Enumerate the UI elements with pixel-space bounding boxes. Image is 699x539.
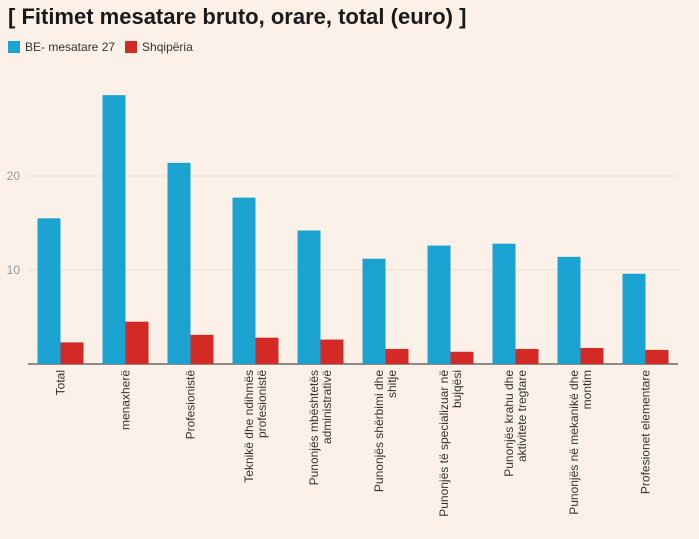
category-label: Punonjës në mekanikë dhe: [567, 370, 581, 515]
bar-albania[interactable]: [580, 348, 604, 364]
legend-label-albania: Shqipëria: [142, 40, 193, 54]
bar-eu-average[interactable]: [492, 243, 516, 364]
bar-eu-average[interactable]: [102, 95, 126, 364]
chart-title: [ Fitimet mesatare bruto, orare, total (…: [8, 4, 467, 29]
category-label: Profesionet elementare: [639, 370, 653, 494]
legend-item-eu[interactable]: BE- mesatare 27: [8, 40, 115, 54]
bar-albania[interactable]: [125, 321, 149, 364]
category-label: aktivitete tregtare: [515, 370, 529, 462]
y-tick-label: 20: [7, 169, 21, 183]
category-label: profesionistë: [255, 370, 269, 438]
y-tick-label: 10: [7, 263, 21, 277]
bar-eu-average[interactable]: [622, 273, 646, 364]
legend: BE- mesatare 27 Shqipëria: [8, 40, 203, 54]
category-label: Punonjës të specializuar në: [437, 370, 451, 517]
category-label: Punonjës shërbimi dhe: [372, 370, 386, 492]
category-label: administrativë: [320, 370, 334, 444]
category-label: Profesionistë: [184, 370, 198, 440]
bar-albania[interactable]: [515, 348, 539, 364]
bar-albania[interactable]: [450, 351, 474, 364]
legend-item-albania[interactable]: Shqipëria: [125, 40, 193, 54]
bar-albania[interactable]: [60, 342, 84, 364]
bar-eu-average[interactable]: [167, 162, 191, 364]
bar-eu-average[interactable]: [362, 258, 386, 364]
category-label: shitje: [385, 370, 399, 398]
category-label: menaxherë: [119, 370, 133, 430]
legend-swatch-albania: [125, 41, 138, 53]
bar-albania[interactable]: [385, 348, 409, 364]
bar-eu-average[interactable]: [427, 245, 451, 364]
bar-albania[interactable]: [190, 334, 214, 364]
bar-albania[interactable]: [645, 349, 669, 364]
category-label: montim: [580, 370, 594, 409]
category-label: Total: [54, 370, 68, 395]
category-label: Teknikë dhe ndihmës: [242, 370, 256, 483]
bar-albania[interactable]: [255, 337, 279, 364]
bar-eu-average[interactable]: [37, 218, 61, 364]
category-label: Punonjës krahu dhe: [502, 370, 516, 477]
bar-eu-average[interactable]: [297, 230, 321, 364]
legend-swatch-eu: [8, 41, 20, 53]
legend-label-eu: BE- mesatare 27: [25, 40, 116, 54]
category-label: bujqësi: [450, 370, 464, 408]
bar-albania[interactable]: [320, 339, 344, 364]
bar-eu-average[interactable]: [557, 256, 581, 364]
bar-eu-average[interactable]: [232, 197, 256, 364]
category-label: Punonjës mbështetës: [307, 370, 321, 485]
